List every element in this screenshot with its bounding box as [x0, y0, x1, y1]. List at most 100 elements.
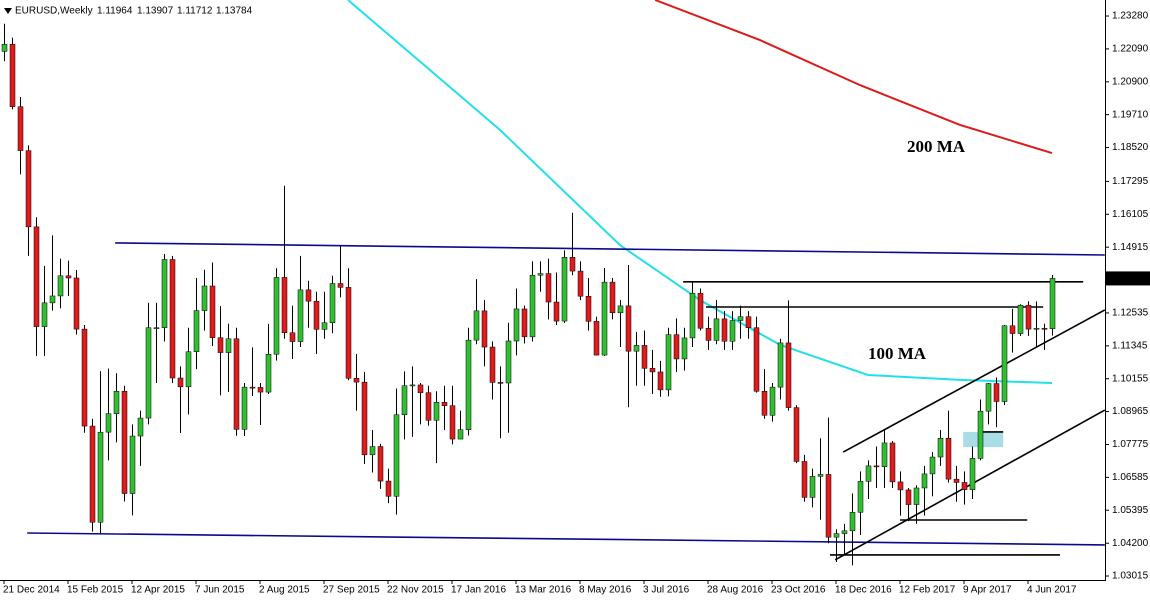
candle-body: [369, 446, 376, 456]
y-tick-label: 1.03015: [1112, 571, 1149, 582]
y-tick-label: 1.08965: [1112, 406, 1149, 417]
candle-body: [993, 383, 1000, 402]
candle-body: [809, 476, 816, 498]
candle-body: [265, 353, 272, 393]
candle-body: [625, 305, 632, 352]
x-tick-label: 22 Nov 2015: [387, 585, 444, 596]
candle-body: [81, 328, 88, 427]
candle-body: [1041, 328, 1048, 330]
candle-body: [497, 382, 504, 384]
header-high: 1.13907: [137, 6, 174, 17]
x-tick-label: 2 Aug 2015: [259, 585, 310, 596]
candle-body: [465, 339, 472, 430]
candle-body: [385, 480, 392, 497]
y-tick-label: 1.11345: [1112, 340, 1148, 351]
candle-body: [145, 327, 152, 419]
candle-body: [521, 308, 528, 338]
candle-body: [585, 295, 592, 322]
candle-body: [753, 327, 760, 392]
candle-body: [185, 351, 192, 388]
candle-body: [457, 429, 464, 440]
header-icon: [4, 8, 12, 14]
candle-body: [849, 512, 856, 532]
candle-body: [241, 386, 248, 430]
candle-body: [825, 474, 832, 538]
y-tick-label: 1.14915: [1112, 242, 1149, 253]
candle-body: [833, 533, 840, 538]
candle-body: [681, 337, 688, 360]
candle-body: [25, 150, 32, 228]
trend-line: [27, 532, 1105, 546]
candle-body: [777, 342, 784, 388]
x-tick-label: 4 Jun 2017: [1027, 585, 1077, 596]
y-tick-label: 1.20900: [1112, 76, 1149, 87]
candle-body: [137, 417, 144, 437]
trend-line: [115, 242, 1105, 256]
candle-body: [529, 274, 536, 338]
candle-body: [481, 310, 488, 348]
candle-body: [297, 289, 304, 342]
candle-body: [505, 340, 512, 384]
candle-body: [801, 461, 808, 498]
candle-body: [49, 295, 56, 304]
candle-body: [537, 273, 544, 276]
candle-body: [609, 281, 616, 314]
candle-body: [353, 378, 360, 383]
candle-body: [945, 437, 952, 480]
y-tick-label: 1.06585: [1112, 472, 1149, 483]
candle-body: [649, 368, 656, 373]
candle-body: [473, 310, 480, 341]
symbol-title: EURUSD,Weekly: [15, 6, 93, 17]
candle-body: [233, 338, 240, 430]
candle-body: [193, 310, 200, 353]
candle-body: [793, 407, 800, 462]
candle-body: [713, 318, 720, 341]
candle-body: [433, 402, 440, 421]
candle-body: [841, 530, 848, 534]
y-tick-label: 1.22090: [1112, 44, 1149, 55]
candle-body: [321, 322, 328, 330]
x-tick-label: 9 Apr 2017: [963, 585, 1012, 596]
x-tick-label: 12 Apr 2015: [131, 585, 185, 596]
candle-body: [121, 391, 128, 494]
candle-body: [1001, 325, 1008, 402]
price-tag: [1106, 271, 1150, 286]
candle-body: [633, 345, 640, 352]
candle-body: [329, 283, 336, 323]
y-tick-label: 1.18520: [1112, 142, 1149, 153]
candle-body: [153, 327, 160, 329]
candle-body: [289, 332, 296, 342]
candle-body: [745, 316, 752, 328]
candle-body: [161, 259, 168, 328]
y-tick-label: 1.05395: [1112, 505, 1149, 516]
candle-body: [593, 321, 600, 356]
y-tick-label: 1.04200: [1112, 538, 1149, 549]
candle-body: [921, 473, 928, 489]
x-tick-label: 27 Sep 2015: [323, 585, 380, 596]
candle-body: [441, 402, 448, 406]
candle-body: [873, 465, 880, 468]
candle-body: [449, 405, 456, 440]
candle-body: [601, 281, 608, 356]
candle-body: [953, 478, 960, 483]
y-tick-label: 1.16105: [1112, 209, 1149, 220]
candle-body: [113, 391, 120, 414]
x-tick-label: 21 Dec 2014: [3, 585, 60, 596]
candle-body: [913, 487, 920, 505]
candle-body: [1025, 305, 1032, 330]
x-tick-label: 28 Aug 2016: [707, 585, 764, 596]
candle-body: [817, 474, 824, 477]
candle-body: [33, 226, 40, 327]
y-tick-label: 1.12535: [1112, 308, 1149, 319]
candle-body: [897, 481, 904, 491]
candle-body: [401, 385, 408, 416]
candle-body: [737, 316, 744, 321]
candle-body: [657, 371, 664, 391]
x-tick-label: 3 Jul 2016: [643, 585, 690, 596]
x-tick-label: 12 Feb 2017: [899, 585, 956, 596]
candle-body: [105, 413, 112, 433]
candle-body: [417, 384, 424, 393]
candle-body: [257, 387, 264, 393]
